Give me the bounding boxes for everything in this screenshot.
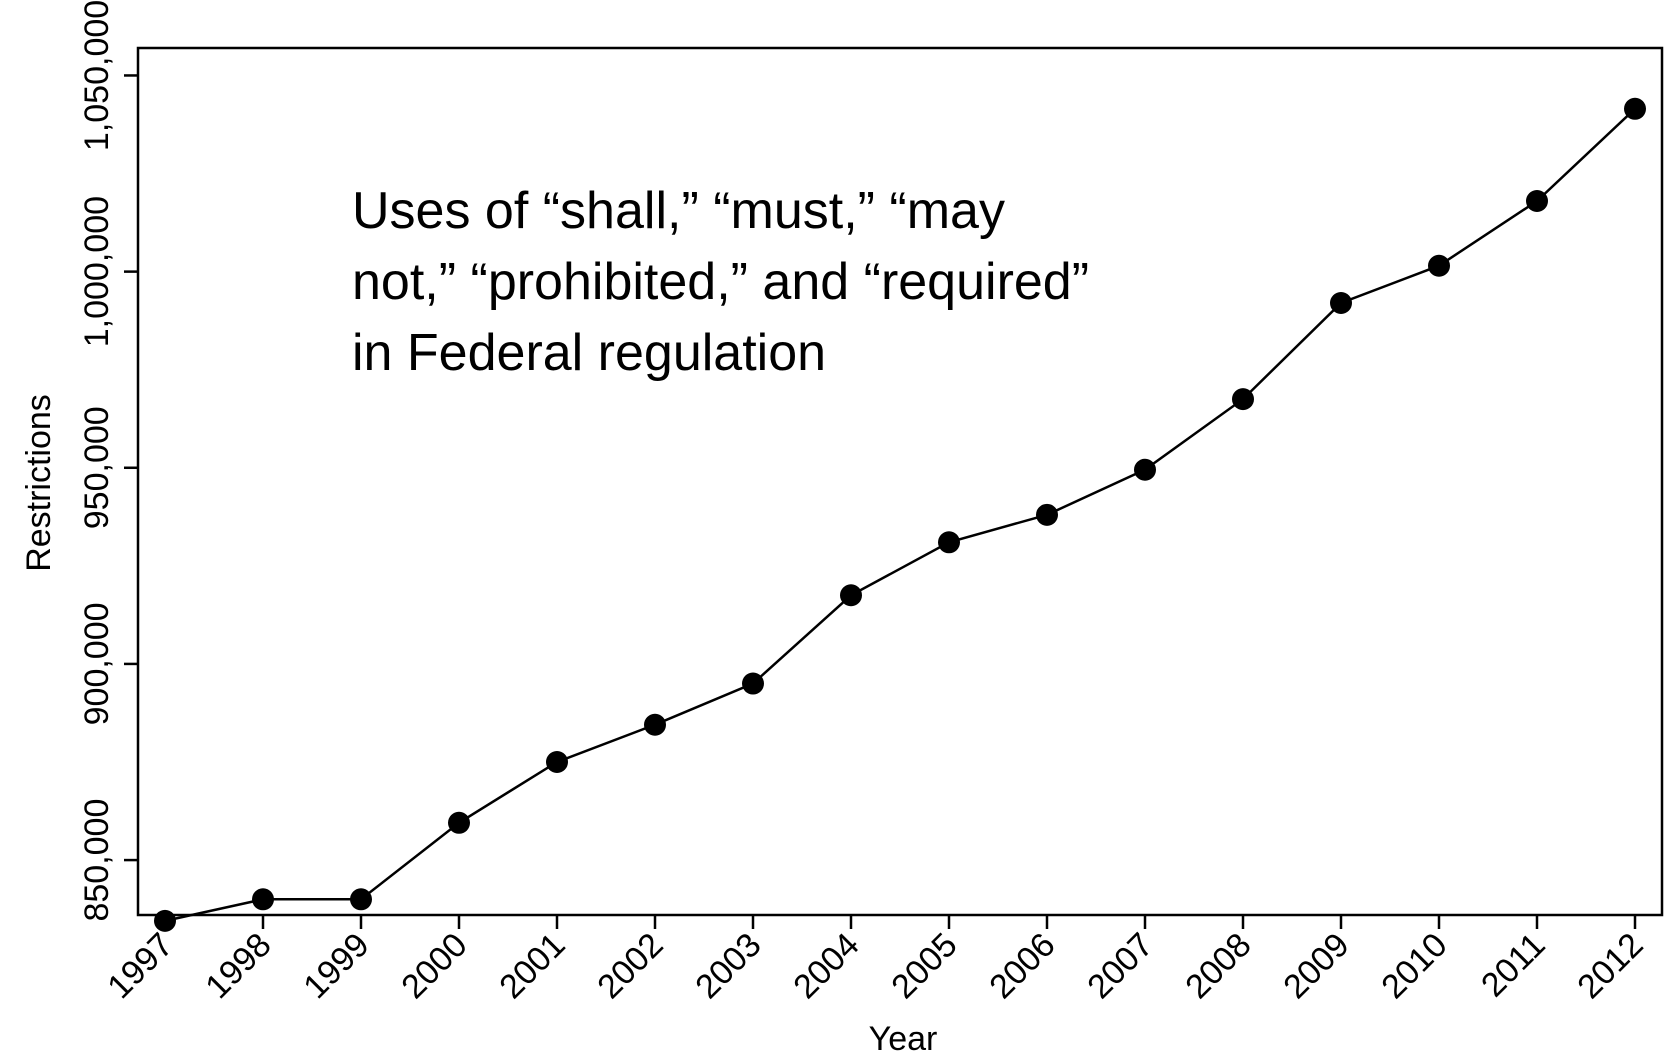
data-point	[1428, 254, 1450, 277]
x-axis: 1997 1998 1999 2000 2001 2002 2003 2004 2005 2006…	[100, 915, 1651, 1006]
series-line	[164, 107, 1636, 923]
x-tick-label: 2007	[1080, 926, 1160, 1006]
data-points	[154, 97, 1646, 932]
data-point	[938, 531, 960, 554]
x-tick-label: 2012	[1570, 926, 1650, 1006]
data-point	[840, 584, 862, 607]
x-tick-label: 1997	[100, 926, 180, 1006]
annotation-line-3: in Federal regulation	[352, 324, 826, 382]
data-point	[1134, 458, 1156, 481]
x-tick-label: 2003	[688, 926, 768, 1006]
data-point	[1330, 292, 1352, 314]
x-tick-label: 2008	[1178, 926, 1258, 1006]
annotation-line-2: not,” “prohibited,” and “required”	[352, 253, 1089, 311]
x-tick-label: 2009	[1276, 926, 1356, 1006]
data-point	[252, 888, 274, 911]
x-tick-label: 2006	[982, 926, 1062, 1006]
x-tick-label: 2005	[884, 926, 964, 1006]
x-tick-label: 2002	[590, 926, 670, 1006]
x-tick-label: 1999	[296, 926, 376, 1006]
data-point	[1624, 97, 1646, 120]
x-tick-label: 2001	[492, 926, 572, 1006]
plot-frame	[136, 46, 1664, 917]
data-point	[644, 713, 666, 736]
data-point	[546, 751, 568, 773]
x-tick-label: 2011	[1474, 926, 1553, 1005]
x-tick-label: 2010	[1374, 926, 1454, 1006]
data-point	[742, 672, 764, 695]
y-tick-label: 1,000,000	[78, 196, 116, 347]
data-point	[1232, 388, 1254, 411]
data-point	[350, 888, 372, 911]
data-point	[1036, 503, 1058, 526]
annotation-line-1: Uses of “shall,” “must,” “may	[352, 182, 1005, 240]
data-point	[1526, 190, 1548, 212]
y-tick-label: 850,000	[78, 799, 116, 922]
x-tick-label: 2004	[786, 926, 866, 1006]
data-point	[448, 811, 470, 834]
x-tick-label: 2000	[394, 926, 474, 1006]
data-point	[154, 909, 176, 932]
y-axis: 850,000 900,000 950,000 1,000,000 1,050,000	[78, 0, 138, 922]
x-axis-label: Year	[869, 1020, 938, 1053]
y-tick-label: 900,000	[78, 602, 116, 725]
y-tick-label: 1,050,000	[78, 0, 116, 151]
y-tick-label: 950,000	[78, 406, 116, 529]
y-axis-label: Restrictions	[20, 394, 58, 572]
x-tick-label: 1998	[198, 926, 278, 1006]
